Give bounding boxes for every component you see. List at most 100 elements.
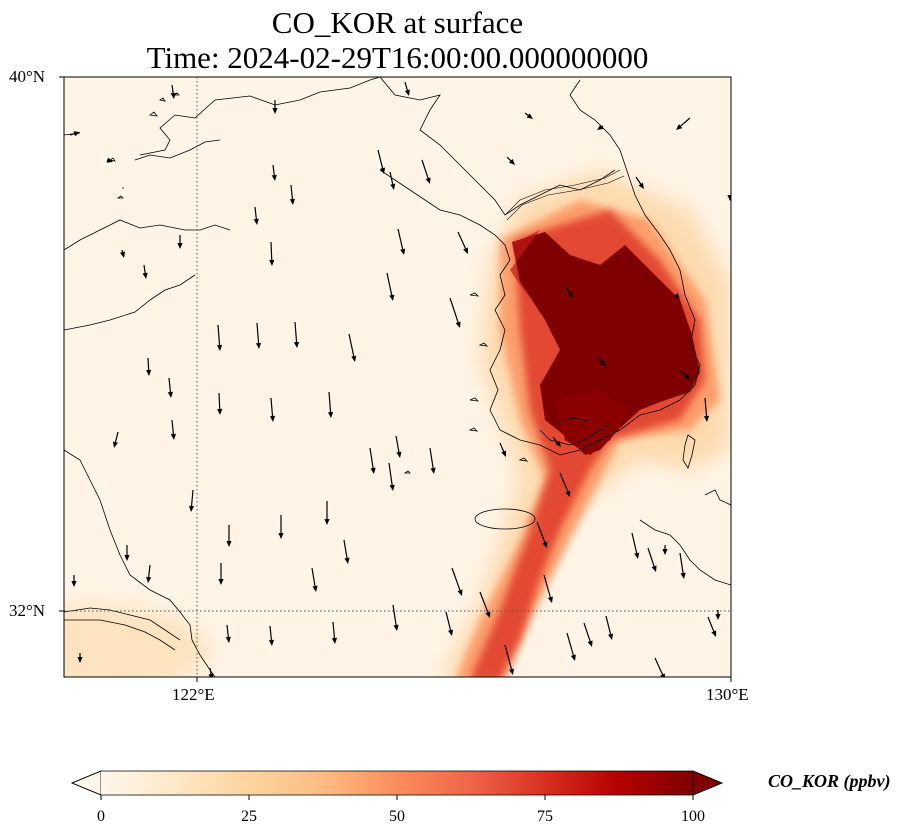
wind-arrow-shaft <box>328 391 332 416</box>
wind-arrow-shaft <box>217 324 221 349</box>
wind-arrow-head <box>390 183 396 190</box>
wind-arrow-shaft <box>218 392 221 413</box>
wind-arrow-shaft <box>190 489 194 510</box>
wind-arrow-head <box>73 131 80 137</box>
wind-arrow-head <box>567 291 573 298</box>
wind-arrow-shaft <box>559 472 570 495</box>
wind-arrow-head <box>680 572 686 579</box>
wind-arrow-head <box>216 344 223 351</box>
wind-arrow-head <box>651 565 657 572</box>
wind-arrow-head <box>77 657 83 663</box>
wind-arrow-head <box>455 321 461 328</box>
wind-arrow-head <box>485 611 491 618</box>
wind-arrow-head <box>217 408 223 415</box>
wind-arrow-head <box>188 505 195 512</box>
wind-arrow-shaft <box>583 622 592 645</box>
wind-arrow-head <box>124 555 130 561</box>
wind-arrow-shaft <box>256 322 260 347</box>
wind-arrow-shaft <box>631 532 638 557</box>
wind-arrow-head <box>555 440 561 447</box>
wind-arrow-head <box>71 581 77 587</box>
wind-arrow-head <box>167 391 173 398</box>
wind-arrow-head <box>508 668 514 675</box>
wind-arrow-head <box>142 272 148 279</box>
wind-arrow-head <box>703 415 710 422</box>
wind-arrow-head <box>400 248 406 255</box>
wind-arrow-shaft <box>679 552 685 577</box>
map-title: CO_KOR at surface <box>271 5 524 40</box>
wind-arrow-head <box>272 108 278 114</box>
wind-arrow-head <box>271 174 277 181</box>
wind-arrow-head <box>293 341 300 348</box>
wind-arrow-head <box>146 369 152 376</box>
wind-arrow-head <box>634 552 640 559</box>
wind-arrow-head <box>268 639 274 646</box>
wind-arrow-shaft <box>543 574 552 601</box>
wind-arrow-head <box>269 415 276 422</box>
colorbar-gradient <box>101 771 693 795</box>
wind-arrow-head <box>344 557 350 564</box>
colorbar-tick-75: 75 <box>537 808 553 825</box>
wind-arrow-head <box>255 342 262 349</box>
wind-arrow-head <box>396 451 402 458</box>
wind-arrow-head <box>570 654 576 661</box>
wind-arrow-shaft <box>451 567 462 594</box>
plume-core <box>512 232 700 455</box>
wind-arrow-head <box>425 177 431 184</box>
colorbar-tick-50: 50 <box>389 808 405 825</box>
lat-tick-label-32: 32°N <box>9 601 46 620</box>
wind-arrow-shaft <box>388 462 394 489</box>
wind-arrow-head <box>542 541 548 548</box>
wind-arrow-head <box>120 251 126 258</box>
wind-arrow-head <box>327 411 334 418</box>
wind-arrow-shaft <box>332 621 336 642</box>
wind-arrow-head <box>380 167 386 174</box>
wind-arrow-head <box>711 630 717 637</box>
lon-tick-label-130: 130°E <box>706 685 749 704</box>
wind-arrow-shaft <box>504 644 513 673</box>
wind-arrow-head <box>278 533 284 539</box>
wind-arrow-head <box>269 259 275 266</box>
wind-arrow-head <box>608 633 614 640</box>
lon-tick-label-122: 122°E <box>172 685 215 704</box>
wind-arrow-shaft <box>343 539 349 562</box>
wind-arrow-shaft <box>445 611 452 634</box>
wind-arrow-shaft <box>377 149 384 172</box>
wind-arrow-head <box>331 637 338 644</box>
wind-arrow-head <box>508 158 515 165</box>
wind-arrow-head <box>676 124 683 130</box>
wind-arrow-shaft <box>429 447 435 472</box>
wind-arrow-shaft <box>654 657 665 677</box>
wind-arrow-shaft <box>395 435 401 456</box>
map-subtitle: Time: 2024-02-29T16:00:00.000000000 <box>146 40 649 75</box>
wind-arrow-head <box>324 519 330 525</box>
wind-arrow-head <box>660 673 665 677</box>
haze-southwest <box>64 605 210 677</box>
wind-arrow-head <box>218 579 224 585</box>
wind-arrow-head <box>599 359 606 366</box>
wind-arrow-shaft <box>707 616 716 635</box>
wind-arrow-shaft <box>397 228 404 253</box>
wind-arrow-shaft <box>704 397 708 420</box>
wind-arrow-head <box>501 450 507 457</box>
wind-arrow-shaft <box>270 241 273 264</box>
wind-arrow-head <box>253 218 259 225</box>
colorbar-label: CO_KOR (ppbv) <box>768 771 891 791</box>
wind-arrow-shaft <box>294 321 298 346</box>
wind-arrow-head <box>727 195 731 201</box>
wind-arrow-head <box>662 549 668 555</box>
wind-arrow-shaft <box>457 231 468 252</box>
colorbar-tick-25: 25 <box>241 808 257 825</box>
wind-arrow-head <box>526 113 533 119</box>
wind-arrow-shaft <box>386 272 393 299</box>
wind-arrow-head <box>389 484 395 491</box>
axis-ticks <box>59 76 732 682</box>
colorbar-extend-max <box>692 770 724 796</box>
wind-arrow-head <box>389 294 395 301</box>
colorbar-tick-100: 100 <box>681 808 705 825</box>
wind-arrow-shaft <box>348 333 355 360</box>
wind-arrow-head <box>587 640 593 647</box>
lat-tick-label-40: 40°N <box>9 67 46 86</box>
wind-arrow-head <box>177 243 183 249</box>
wind-arrow-head <box>715 614 721 620</box>
